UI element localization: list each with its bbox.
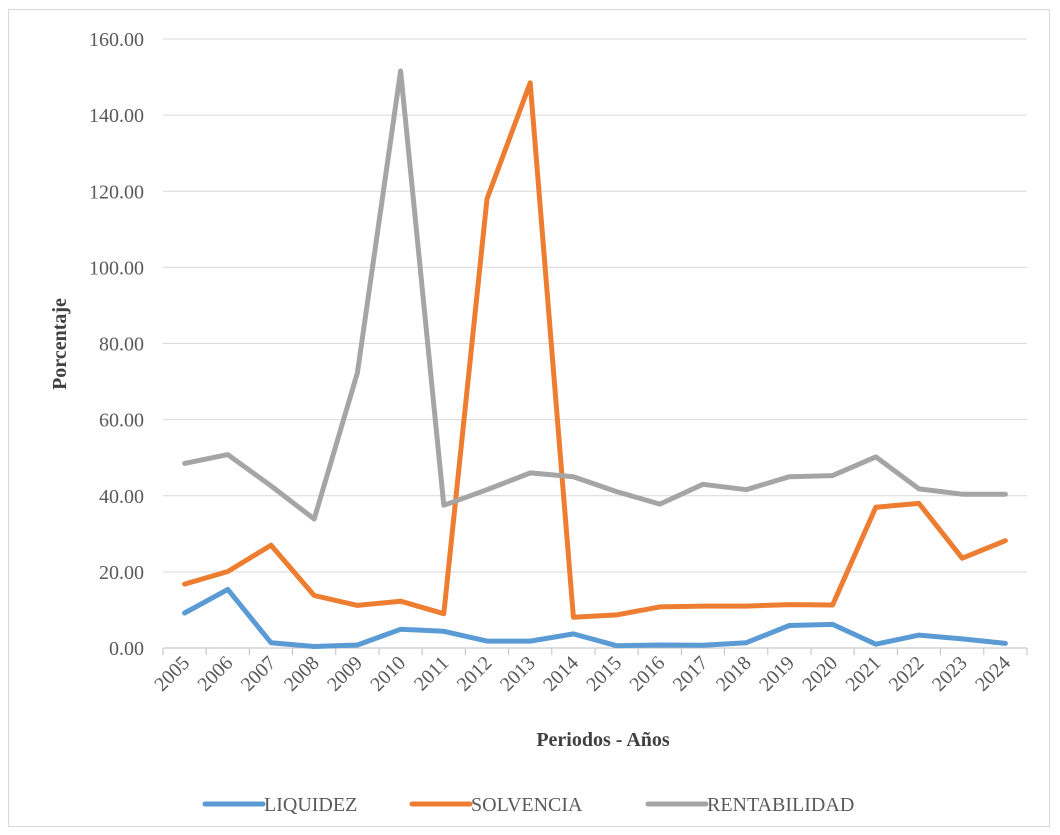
x-tick-label: 2012 [453,652,497,696]
legend-label: LIQUIDEZ [264,794,357,816]
series-lines [182,68,1008,649]
x-tick-label: 2024 [971,652,1015,696]
y-axis-title: Porcentaje [49,298,71,390]
legend: LIQUIDEZ SOLVENCIA RENTABILIDAD [202,794,854,816]
y-tick-label: 140.00 [89,105,144,127]
x-tick-label: 2010 [366,652,410,696]
y-tick-label: 0.00 [109,638,144,660]
y-axis-ticks: 0.00 20.00 40.00 60.00 80.00 100.00 120.00 140.… [89,29,144,660]
x-tick-label: 2014 [539,652,583,696]
x-axis-title: Periodos - Años [536,729,670,751]
series-line-liquidez [182,586,1008,649]
x-axis-ticks: 2005 2006 2007 2008 2009 2010 2011 2012 2013 2014… [150,648,1028,696]
y-tick-label: 160.00 [89,29,144,51]
x-tick-label: 2006 [193,652,237,696]
chart-frame [8,9,1050,827]
x-tick-label: 2015 [582,652,626,696]
y-tick-label: 20.00 [99,562,144,584]
y-tick-label: 100.00 [89,257,144,279]
x-tick-label: 2009 [323,652,367,696]
legend-label: SOLVENCIA [471,794,583,816]
y-tick-label: 120.00 [89,181,144,203]
x-tick-label: 2011 [410,652,453,695]
y-tick-label: 80.00 [99,334,144,356]
series-line-rentabilidad [182,68,1008,522]
x-tick-label: 2019 [755,652,799,696]
y-tick-label: 40.00 [99,486,144,508]
x-tick-label: 2018 [712,652,756,696]
x-tick-label: 2013 [496,652,540,696]
gridlines [163,38,1027,649]
x-tick-label: 2007 [237,652,281,696]
x-tick-label: 2008 [280,652,324,696]
x-tick-label: 2020 [798,652,842,696]
x-tick-label: 2021 [841,652,885,696]
legend-label: RENTABILIDAD [707,794,854,816]
series-line-solvencia [182,80,1008,620]
x-tick-label: 2016 [625,652,669,696]
x-tick-label: 2017 [669,652,713,696]
x-tick-label: 2023 [928,652,972,696]
x-tick-label: 2005 [150,652,194,696]
x-tick-label: 2022 [885,652,929,696]
y-tick-label: 60.00 [99,410,144,432]
